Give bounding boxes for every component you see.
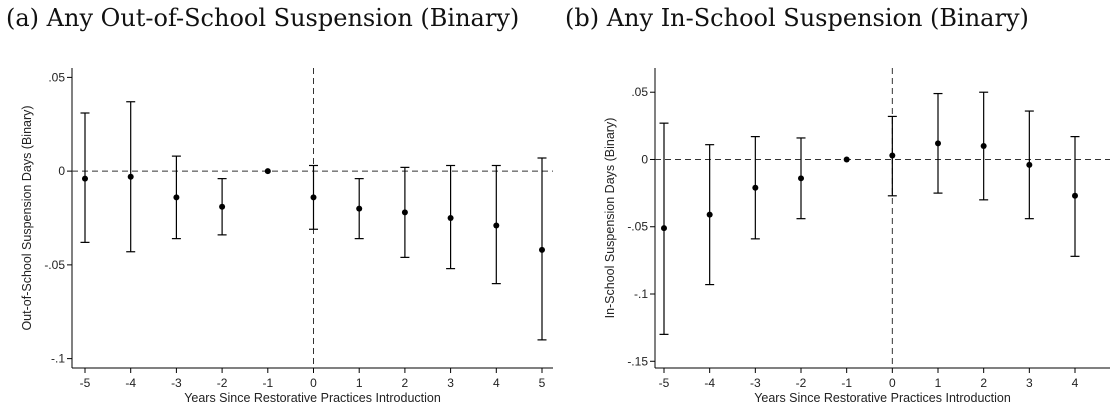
panel-b-point <box>706 211 713 218</box>
panel-b-x-tick-label: 4 <box>1072 376 1079 390</box>
panel-b-x-tick-label: -4 <box>704 376 715 390</box>
panel-a-x-tick-label: -1 <box>262 376 273 390</box>
panel-a-x-tick-label: 4 <box>493 376 500 390</box>
panel-b-x-axis-label: Years Since Restorative Practices Introd… <box>754 391 1011 405</box>
panel-a-y-axis-label: Out-of-School Suspension Days (Binary) <box>20 105 34 330</box>
panel-b-x-tick-label: -2 <box>796 376 807 390</box>
panel-b-title: (b) Any In-School Suspension (Binary) <box>565 4 1029 32</box>
panel-b-point <box>1072 192 1078 199</box>
panel-a-point <box>173 194 180 201</box>
panel-b-point <box>798 175 804 182</box>
panel-a-x-axis-label: Years Since Restorative Practices Introd… <box>184 391 441 405</box>
panel-b-y-tick-label: 0 <box>641 152 648 166</box>
panel-a-point <box>310 194 317 201</box>
panel-a-point <box>447 215 454 221</box>
panel-a-point <box>401 209 408 216</box>
panel-b-point <box>661 225 667 232</box>
panel-a-y-tick-label: -.05 <box>44 258 65 272</box>
panel-b-y-axis-label: In-School Suspension Days (Binary) <box>603 118 617 319</box>
panel-a-x-tick-label: 0 <box>310 376 317 390</box>
panel-a-x-tick-label: -3 <box>171 376 182 390</box>
panel-b-x-tick-label: 2 <box>980 376 987 390</box>
panel-b-point <box>1026 161 1033 168</box>
panel-a-x-tick-label: 3 <box>447 376 454 390</box>
panel-a-x-tick-label: 1 <box>356 376 363 390</box>
panel-b-point <box>935 140 941 147</box>
panel-a-y-tick-label: .05 <box>48 70 65 84</box>
panel-b-point <box>980 143 987 150</box>
panel-a-point <box>219 203 226 210</box>
panel-a-x-tick-label: -4 <box>125 376 136 390</box>
panel-a-x-tick-label: 5 <box>539 376 546 390</box>
panel-b-y-tick-label: -.1 <box>634 287 648 301</box>
panel-b-y-tick-label: .05 <box>631 85 648 99</box>
panel-b-point <box>889 152 896 159</box>
panel-b-y-tick-label: -.05 <box>627 220 648 234</box>
panel-b-x-tick-label: 0 <box>889 376 896 390</box>
panel-b-y-tick-label: -.15 <box>627 354 648 368</box>
panel-b-x-tick-label: 3 <box>1026 376 1033 390</box>
panel-b-x-tick-label: -1 <box>841 376 852 390</box>
panel-a-x-tick-label: -5 <box>80 376 91 390</box>
panel-a-x-tick-label: 2 <box>402 376 409 390</box>
panel-a-point <box>82 175 88 182</box>
panel-a-point <box>264 168 271 175</box>
panel-a-title: (a) Any Out-of-School Suspension (Binary… <box>6 4 520 32</box>
panel-b-x-tick-label: -3 <box>750 376 761 390</box>
panel-a-point <box>356 205 363 212</box>
panel-b-point <box>752 184 759 191</box>
panel-b-x-tick-label: 1 <box>935 376 942 390</box>
panel-b-point <box>843 156 850 163</box>
panel-a-x-tick-label: -2 <box>217 376 228 390</box>
panel-a-y-tick-label: 0 <box>58 164 65 178</box>
panel-a-y-tick-label: -.1 <box>51 352 65 366</box>
panel-a-point <box>127 173 134 180</box>
panel-a-point <box>539 246 545 253</box>
panel-b-x-tick-label: -5 <box>659 376 670 390</box>
panel-a-point <box>493 222 500 229</box>
